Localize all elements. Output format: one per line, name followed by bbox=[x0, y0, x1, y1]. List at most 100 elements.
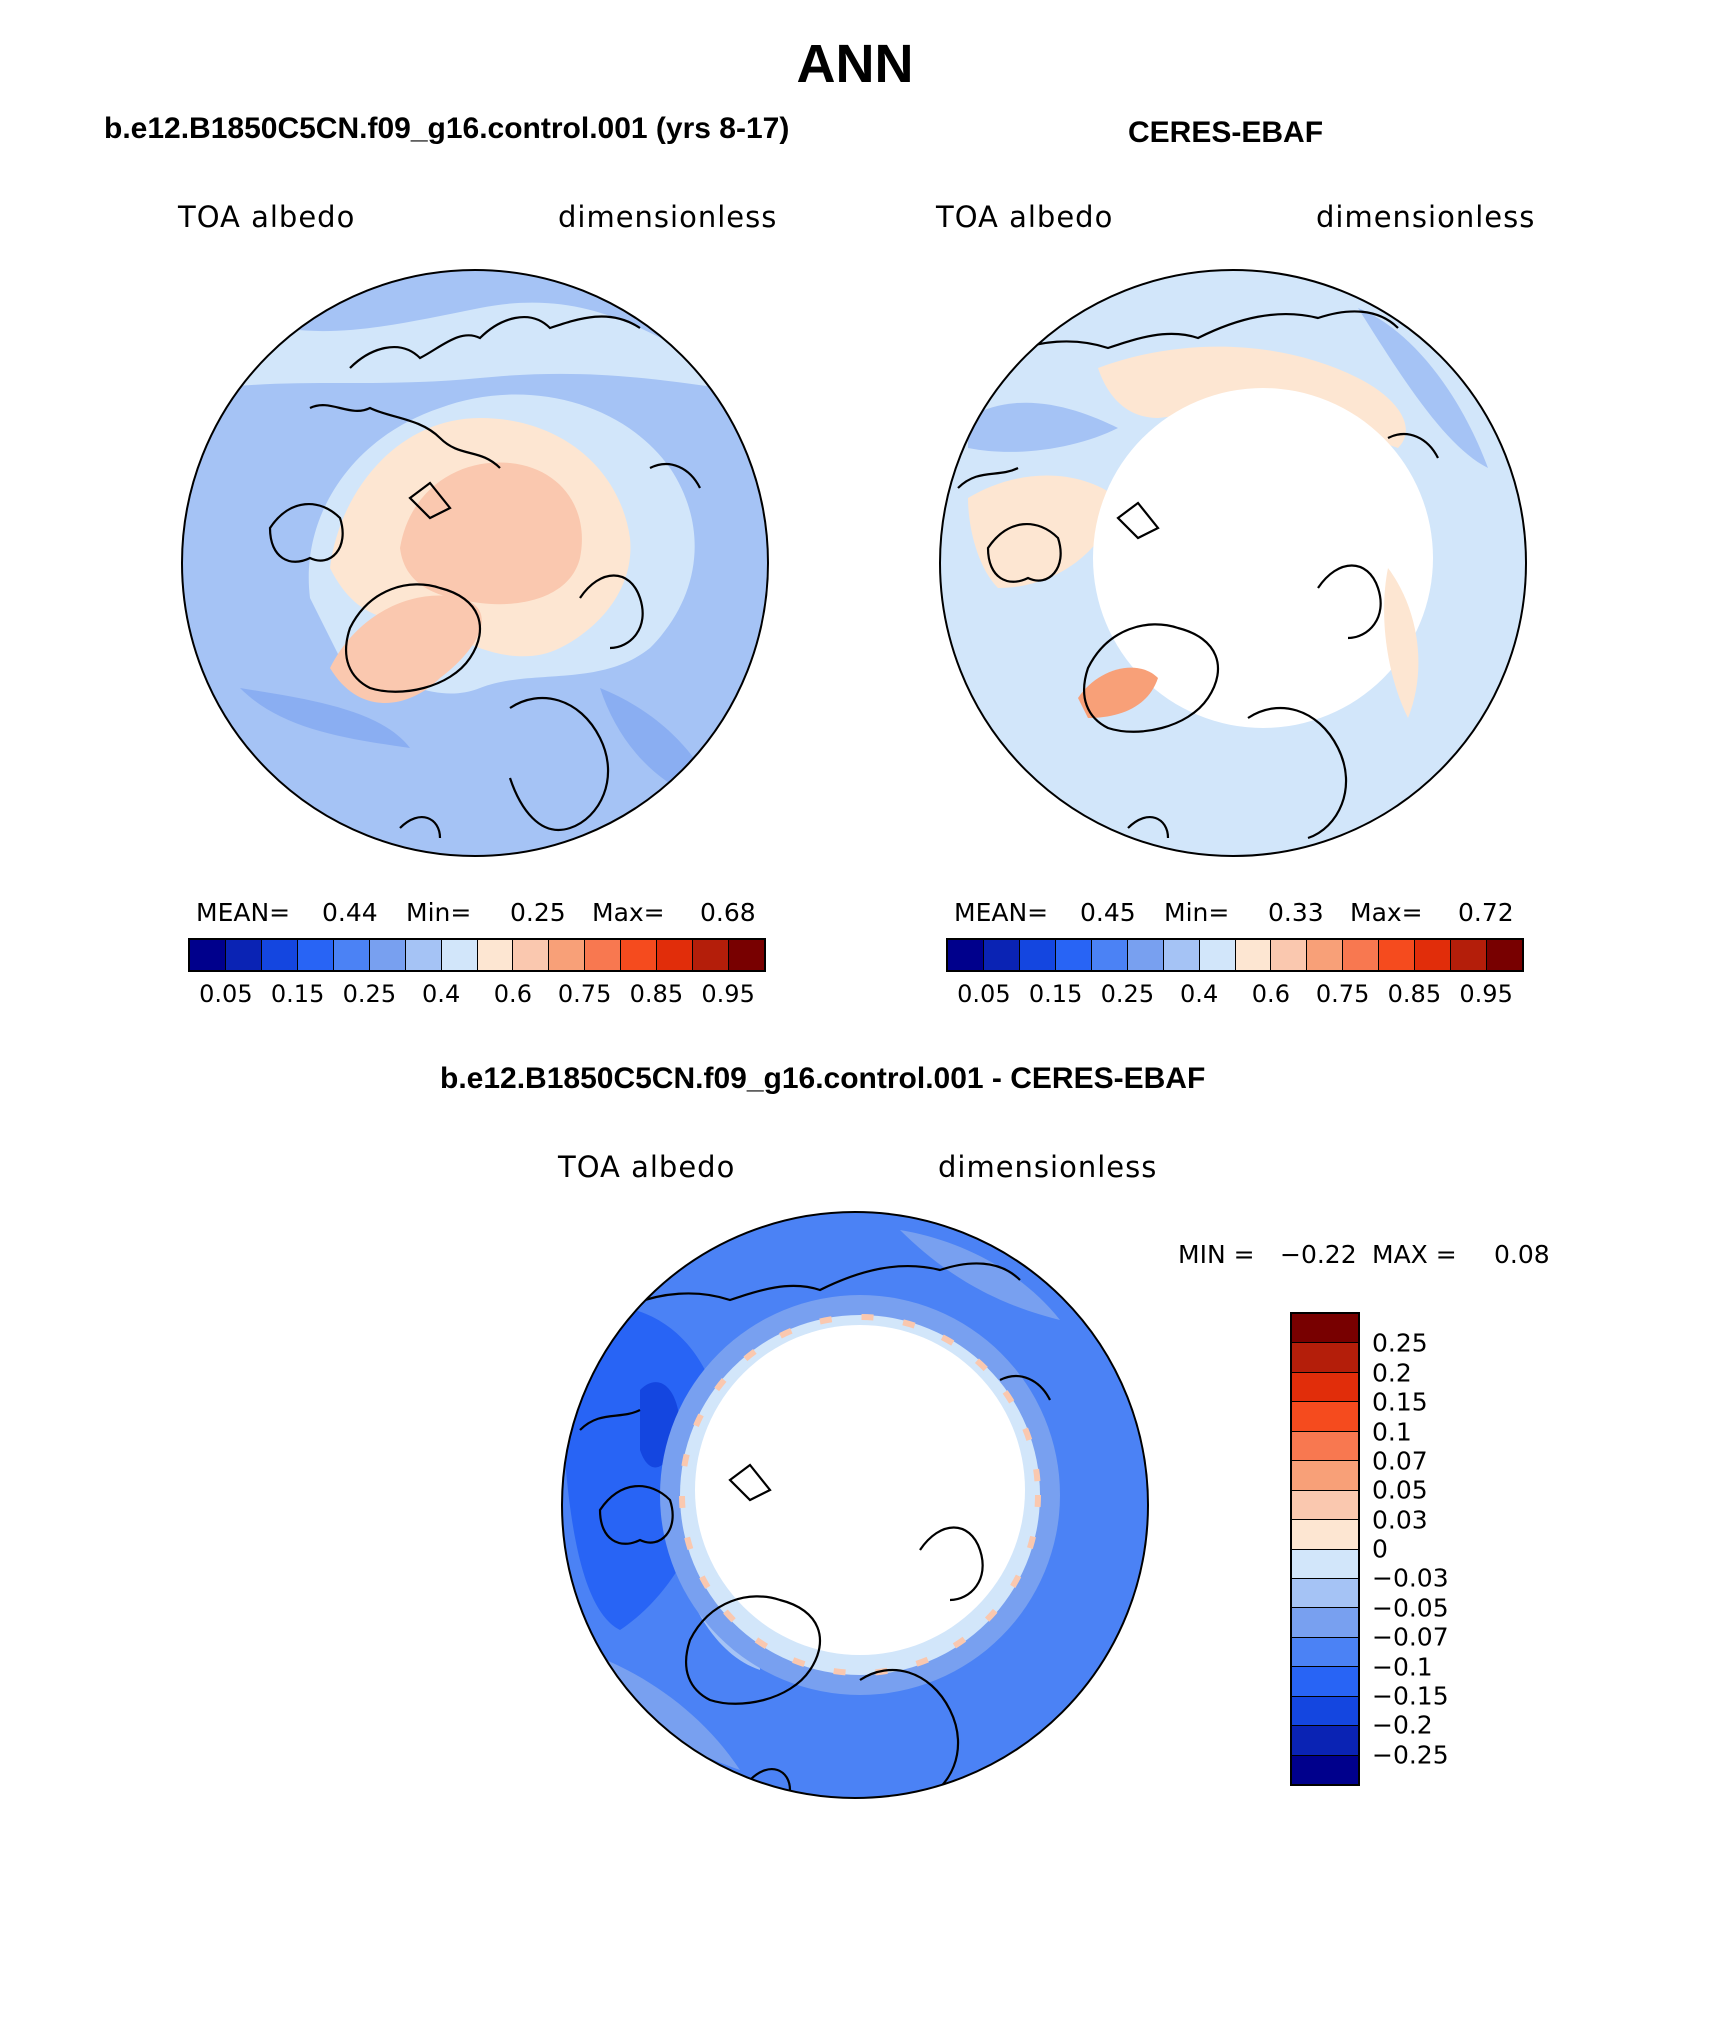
colorbar-swatch bbox=[1292, 1520, 1358, 1550]
panel2-min-value: 0.33 bbox=[1268, 898, 1324, 927]
map-field bbox=[1078, 667, 1158, 718]
colorbar-tick-label: 0.95 bbox=[1459, 980, 1513, 1008]
panel2-mean-label: MEAN= bbox=[954, 898, 1049, 927]
panel3-units-label: dimensionless bbox=[938, 1150, 1158, 1184]
panel1-mean-value: 0.44 bbox=[322, 898, 378, 927]
colorbar-tick-label: 0.75 bbox=[1315, 980, 1370, 1008]
coastlines bbox=[579, 1262, 1051, 1798]
panel2-title: CERES-EBAF bbox=[1128, 116, 1324, 149]
colorbar-tick-label: 0.05 bbox=[199, 980, 253, 1008]
colorbar-swatch bbox=[1292, 1343, 1358, 1373]
colorbar-swatch bbox=[549, 940, 586, 970]
colorbar-swatch bbox=[1307, 940, 1344, 970]
panel2-variable-label: TOA albedo bbox=[936, 200, 1114, 234]
colorbar-swatch bbox=[1292, 1755, 1358, 1784]
colorbar-tick-label: 0.6 bbox=[1251, 980, 1290, 1008]
colorbar-swatch bbox=[585, 940, 622, 970]
polar-void bbox=[1093, 388, 1433, 728]
panel3-colorbar bbox=[1290, 1312, 1360, 1786]
colorbar-swatch bbox=[1343, 940, 1380, 970]
colorbar-swatch bbox=[513, 940, 550, 970]
colorbar-swatch bbox=[729, 940, 764, 970]
panel1-title: b.e12.B1850C5CN.f09_g16.control.001 (yrs… bbox=[104, 112, 790, 145]
panel1-max-label: Max= bbox=[592, 898, 665, 927]
map-field bbox=[968, 402, 1118, 452]
colorbar-tick-label: 0.1 bbox=[1372, 1417, 1412, 1446]
panel2-colorbar bbox=[946, 938, 1524, 972]
colorbar-tick-label: 0.05 bbox=[957, 980, 1011, 1008]
colorbar-tick-label: 0.4 bbox=[1180, 980, 1219, 1008]
colorbar-tick-label: −0.07 bbox=[1372, 1622, 1449, 1652]
colorbar-swatch bbox=[261, 940, 298, 970]
colorbar-tick-label: 0.05 bbox=[1372, 1475, 1428, 1505]
figure-title: ANN bbox=[796, 34, 914, 94]
panel1-colorbar bbox=[188, 938, 766, 972]
colorbar-swatch bbox=[693, 940, 730, 970]
panel1-min-value: 0.25 bbox=[510, 898, 566, 927]
colorbar-swatch bbox=[1127, 940, 1164, 970]
panel1-max-value: 0.68 bbox=[700, 898, 756, 927]
colorbar-swatch bbox=[948, 940, 984, 970]
colorbar-swatch bbox=[1292, 1667, 1358, 1697]
colorbar-swatch bbox=[190, 940, 226, 970]
colorbar-swatch bbox=[1487, 940, 1522, 970]
coastlines bbox=[957, 310, 1439, 840]
colorbar-tick-label: 0.15 bbox=[1028, 980, 1083, 1008]
colorbar-tick-label: −0.15 bbox=[1372, 1681, 1449, 1711]
colorbar-swatch bbox=[1235, 940, 1272, 970]
panel3-title: b.e12.B1850C5CN.f09_g16.control.001 - CE… bbox=[440, 1062, 1206, 1095]
colorbar-swatch bbox=[441, 940, 478, 970]
panel3-max-label: MAX = bbox=[1372, 1240, 1457, 1269]
colorbar-swatch bbox=[1292, 1696, 1358, 1727]
map-field bbox=[240, 688, 410, 748]
colorbar-swatch bbox=[1292, 1549, 1358, 1579]
colorbar-swatch bbox=[405, 940, 442, 970]
colorbar-swatch bbox=[1199, 940, 1236, 970]
colorbar-swatch bbox=[983, 940, 1020, 970]
colorbar-swatch bbox=[1271, 940, 1308, 970]
colorbar-swatch bbox=[1163, 940, 1200, 970]
colorbar-tick-label: 0.4 bbox=[422, 980, 461, 1008]
colorbar-swatch bbox=[297, 940, 334, 970]
colorbar-swatch bbox=[333, 940, 370, 970]
panel3-min-value: −0.22 bbox=[1280, 1240, 1357, 1269]
colorbar-tick-label: 0.25 bbox=[1372, 1328, 1428, 1358]
panel1-polar-map bbox=[181, 269, 769, 857]
colorbar-swatch bbox=[1292, 1461, 1358, 1491]
colorbar-swatch bbox=[1292, 1372, 1358, 1403]
colorbar-tick-label: 0.15 bbox=[1372, 1387, 1428, 1417]
panel1-mean-label: MEAN= bbox=[196, 898, 291, 927]
colorbar-swatch bbox=[1091, 940, 1128, 970]
colorbar-tick-label: 0.07 bbox=[1372, 1446, 1428, 1476]
panel1-variable-label: TOA albedo bbox=[178, 200, 356, 234]
panel1-min-label: Min= bbox=[406, 898, 472, 927]
colorbar-swatch bbox=[1415, 940, 1452, 970]
panel2-units-label: dimensionless bbox=[1316, 200, 1536, 234]
map-field bbox=[220, 302, 720, 388]
colorbar-swatch bbox=[225, 940, 262, 970]
colorbar-tick-label: 0.2 bbox=[1372, 1358, 1412, 1388]
colorbar-swatch bbox=[1379, 940, 1416, 970]
colorbar-swatch bbox=[1019, 940, 1056, 970]
colorbar-swatch bbox=[657, 940, 694, 970]
colorbar-tick-label: 0.25 bbox=[1100, 980, 1155, 1008]
panel2-min-label: Min= bbox=[1164, 898, 1230, 927]
map-field bbox=[900, 1230, 1060, 1320]
map-field bbox=[1358, 308, 1488, 468]
panel2-mean-value: 0.45 bbox=[1080, 898, 1136, 927]
panel1-units-label: dimensionless bbox=[558, 200, 778, 234]
coastlines bbox=[268, 315, 701, 839]
map-field bbox=[400, 462, 582, 605]
panel3-min-label: MIN = bbox=[1178, 1240, 1255, 1269]
colorbar-swatch bbox=[1292, 1608, 1358, 1638]
colorbar-swatch bbox=[1292, 1637, 1358, 1668]
panel2-polar-map bbox=[939, 269, 1527, 857]
colorbar-tick-label: 0.25 bbox=[342, 980, 397, 1008]
map-field bbox=[1384, 568, 1419, 718]
colorbar-tick-label: 0.85 bbox=[1387, 980, 1442, 1008]
colorbar-tick-label: 0.85 bbox=[629, 980, 684, 1008]
colorbar-tick-label: 0.75 bbox=[557, 980, 612, 1008]
colorbar-swatch bbox=[1451, 940, 1488, 970]
colorbar-tick-label: 0.15 bbox=[270, 980, 325, 1008]
panel3-max-value: 0.08 bbox=[1494, 1240, 1550, 1269]
